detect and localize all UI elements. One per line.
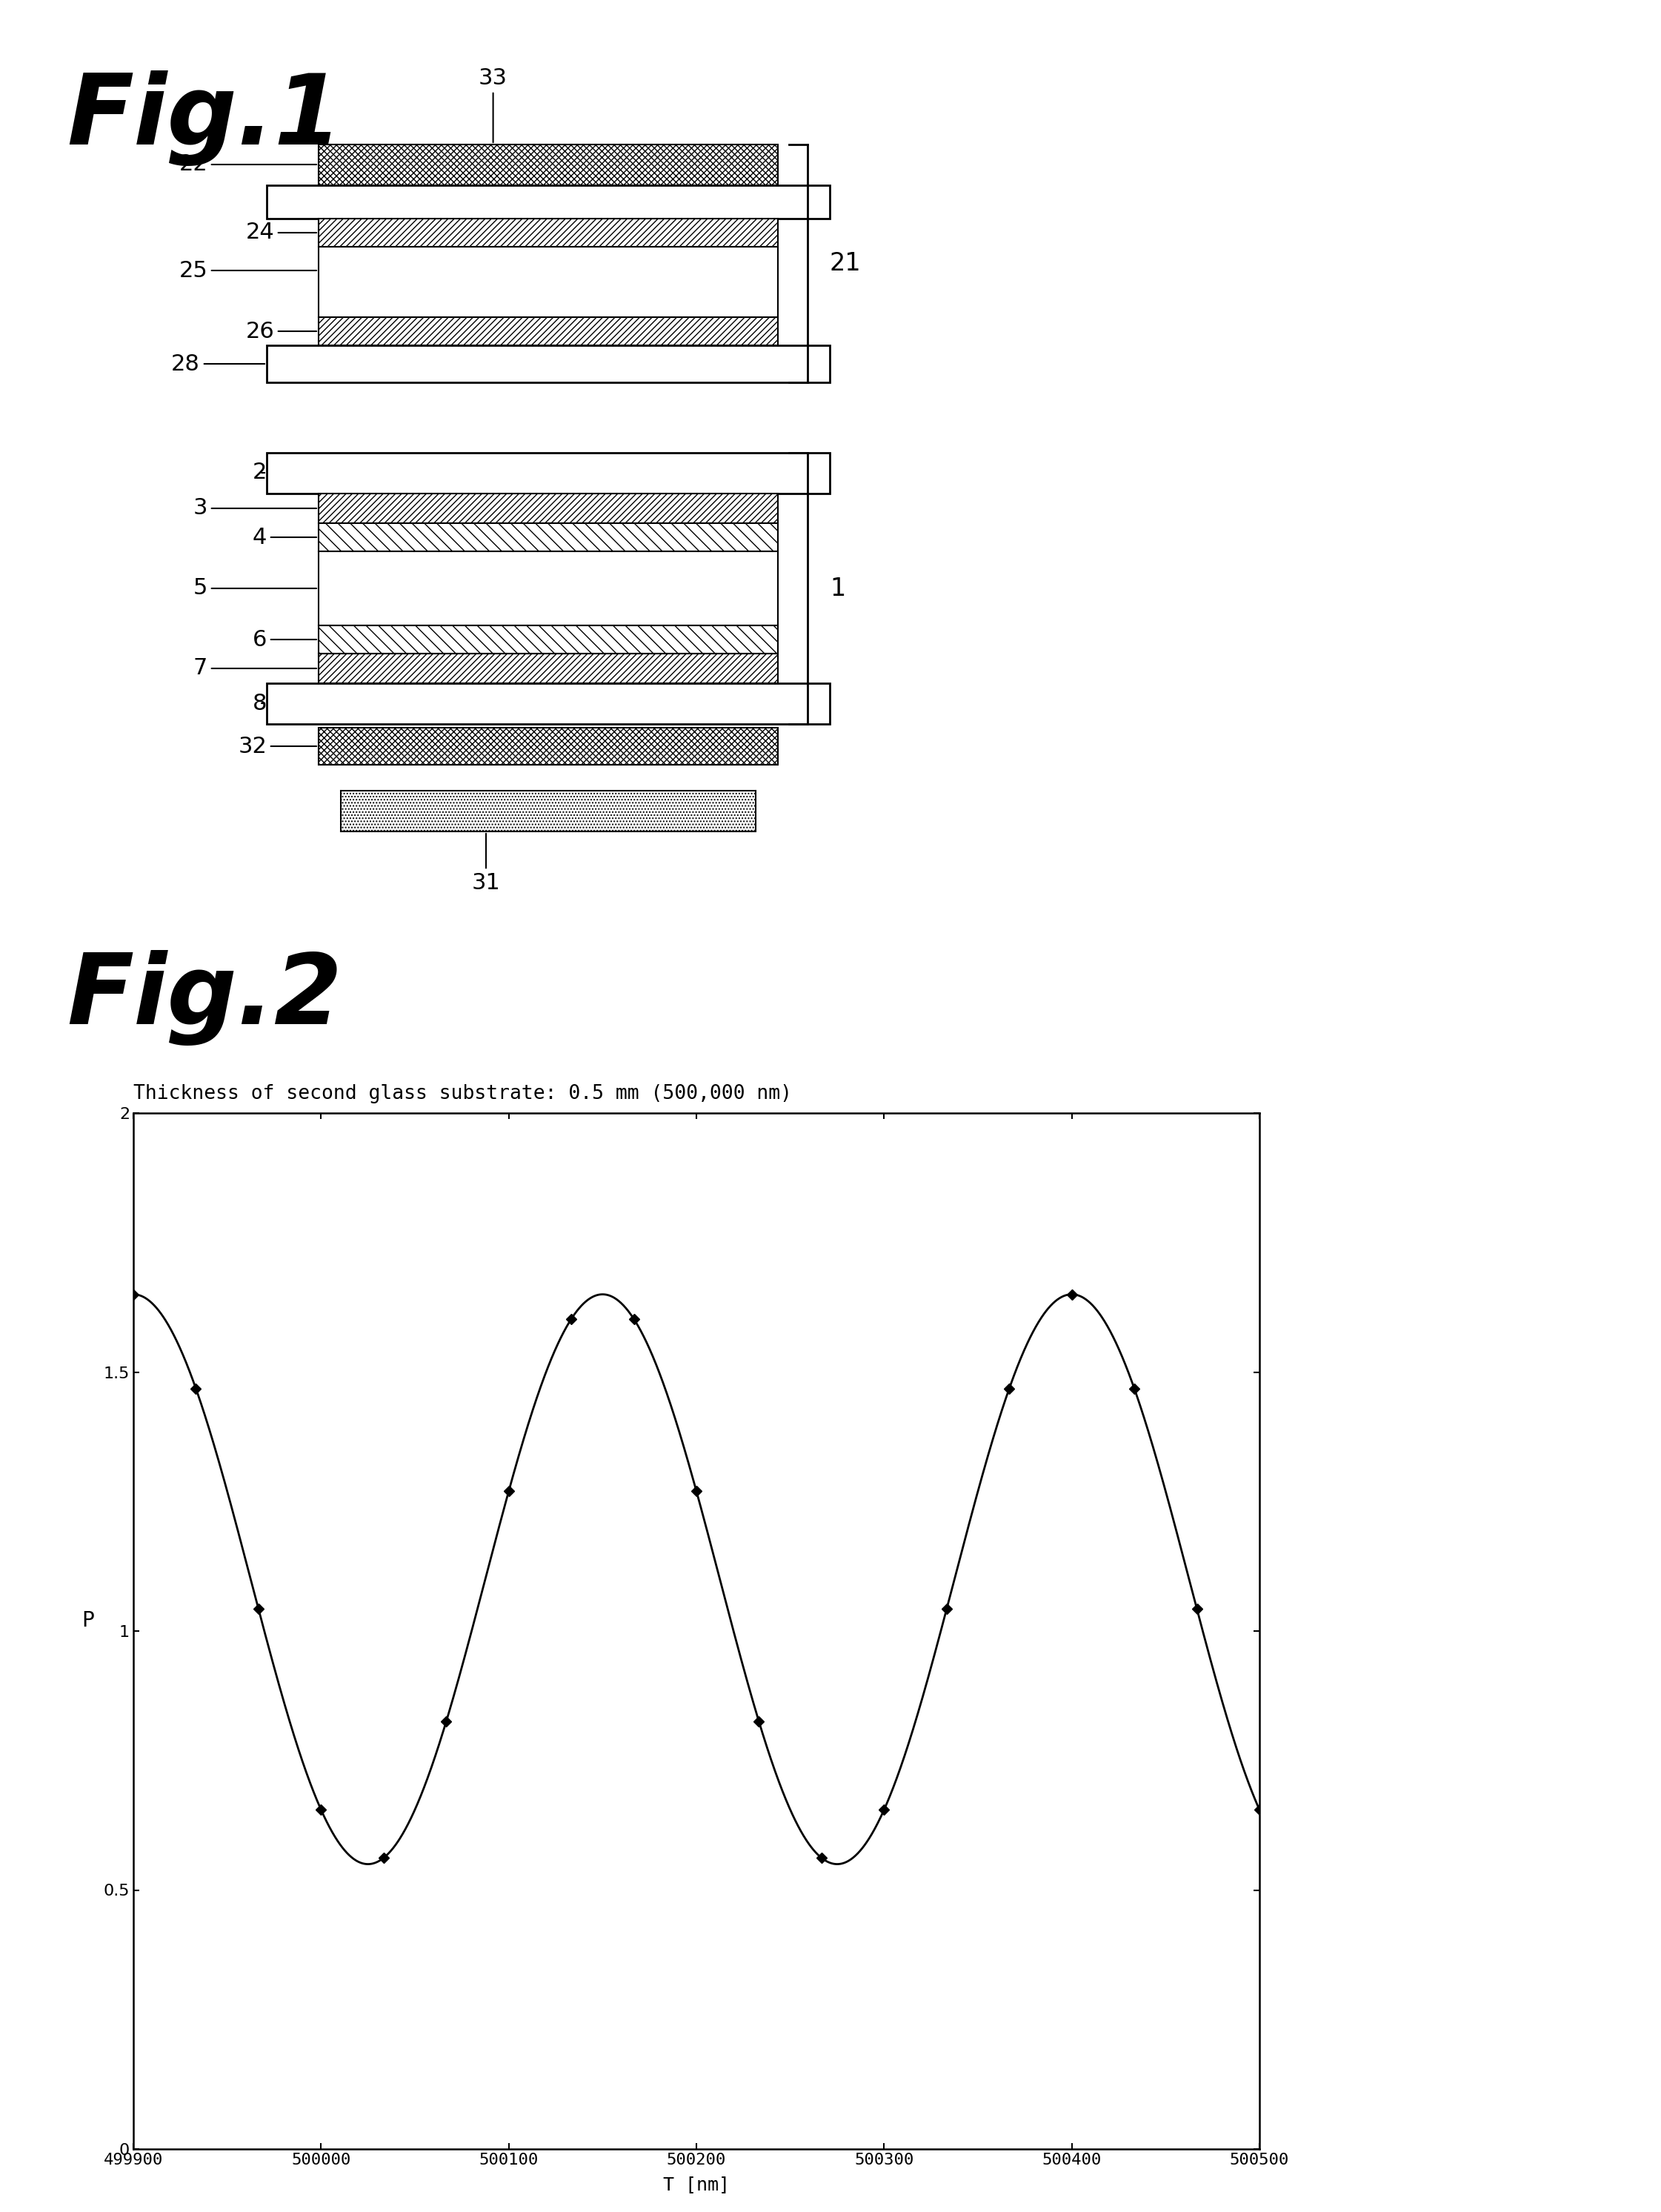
Text: 2: 2	[252, 462, 267, 484]
Text: 8: 8	[252, 692, 267, 714]
Bar	[341, 790, 756, 832]
Bar	[319, 551, 777, 626]
Y-axis label: P: P	[81, 1610, 95, 1630]
Bar	[319, 144, 777, 186]
Text: 33: 33	[478, 66, 508, 142]
Text: 1: 1	[830, 575, 845, 602]
Bar	[319, 248, 777, 316]
Text: 3: 3	[193, 498, 317, 520]
Text: 4: 4	[252, 526, 317, 549]
Bar	[319, 493, 777, 524]
X-axis label: T [nm]: T [nm]	[663, 2177, 729, 2194]
Bar	[319, 626, 777, 653]
Text: 32: 32	[238, 734, 317, 757]
Text: Fig.2: Fig.2	[66, 949, 342, 1046]
Text: 6: 6	[252, 628, 317, 650]
Bar	[267, 186, 830, 219]
Bar	[319, 728, 777, 765]
Bar	[319, 653, 777, 684]
Bar	[267, 453, 830, 493]
Bar	[319, 524, 777, 551]
Bar	[319, 219, 777, 248]
Text: 28: 28	[171, 354, 264, 374]
Text: Thickness of second glass substrate: 0.5 mm (500,000 nm): Thickness of second glass substrate: 0.5…	[133, 1084, 792, 1104]
Text: 26: 26	[246, 321, 317, 343]
Text: 24: 24	[246, 221, 317, 243]
Text: 21: 21	[830, 252, 862, 276]
Bar	[267, 345, 830, 383]
Text: 22: 22	[179, 155, 317, 175]
Text: 5: 5	[193, 577, 317, 599]
Text: 7: 7	[193, 657, 317, 679]
Text: 25: 25	[179, 259, 317, 281]
Bar	[319, 316, 777, 345]
Text: 31: 31	[472, 834, 500, 894]
Text: Fig.1: Fig.1	[66, 71, 342, 166]
Bar	[267, 684, 830, 723]
